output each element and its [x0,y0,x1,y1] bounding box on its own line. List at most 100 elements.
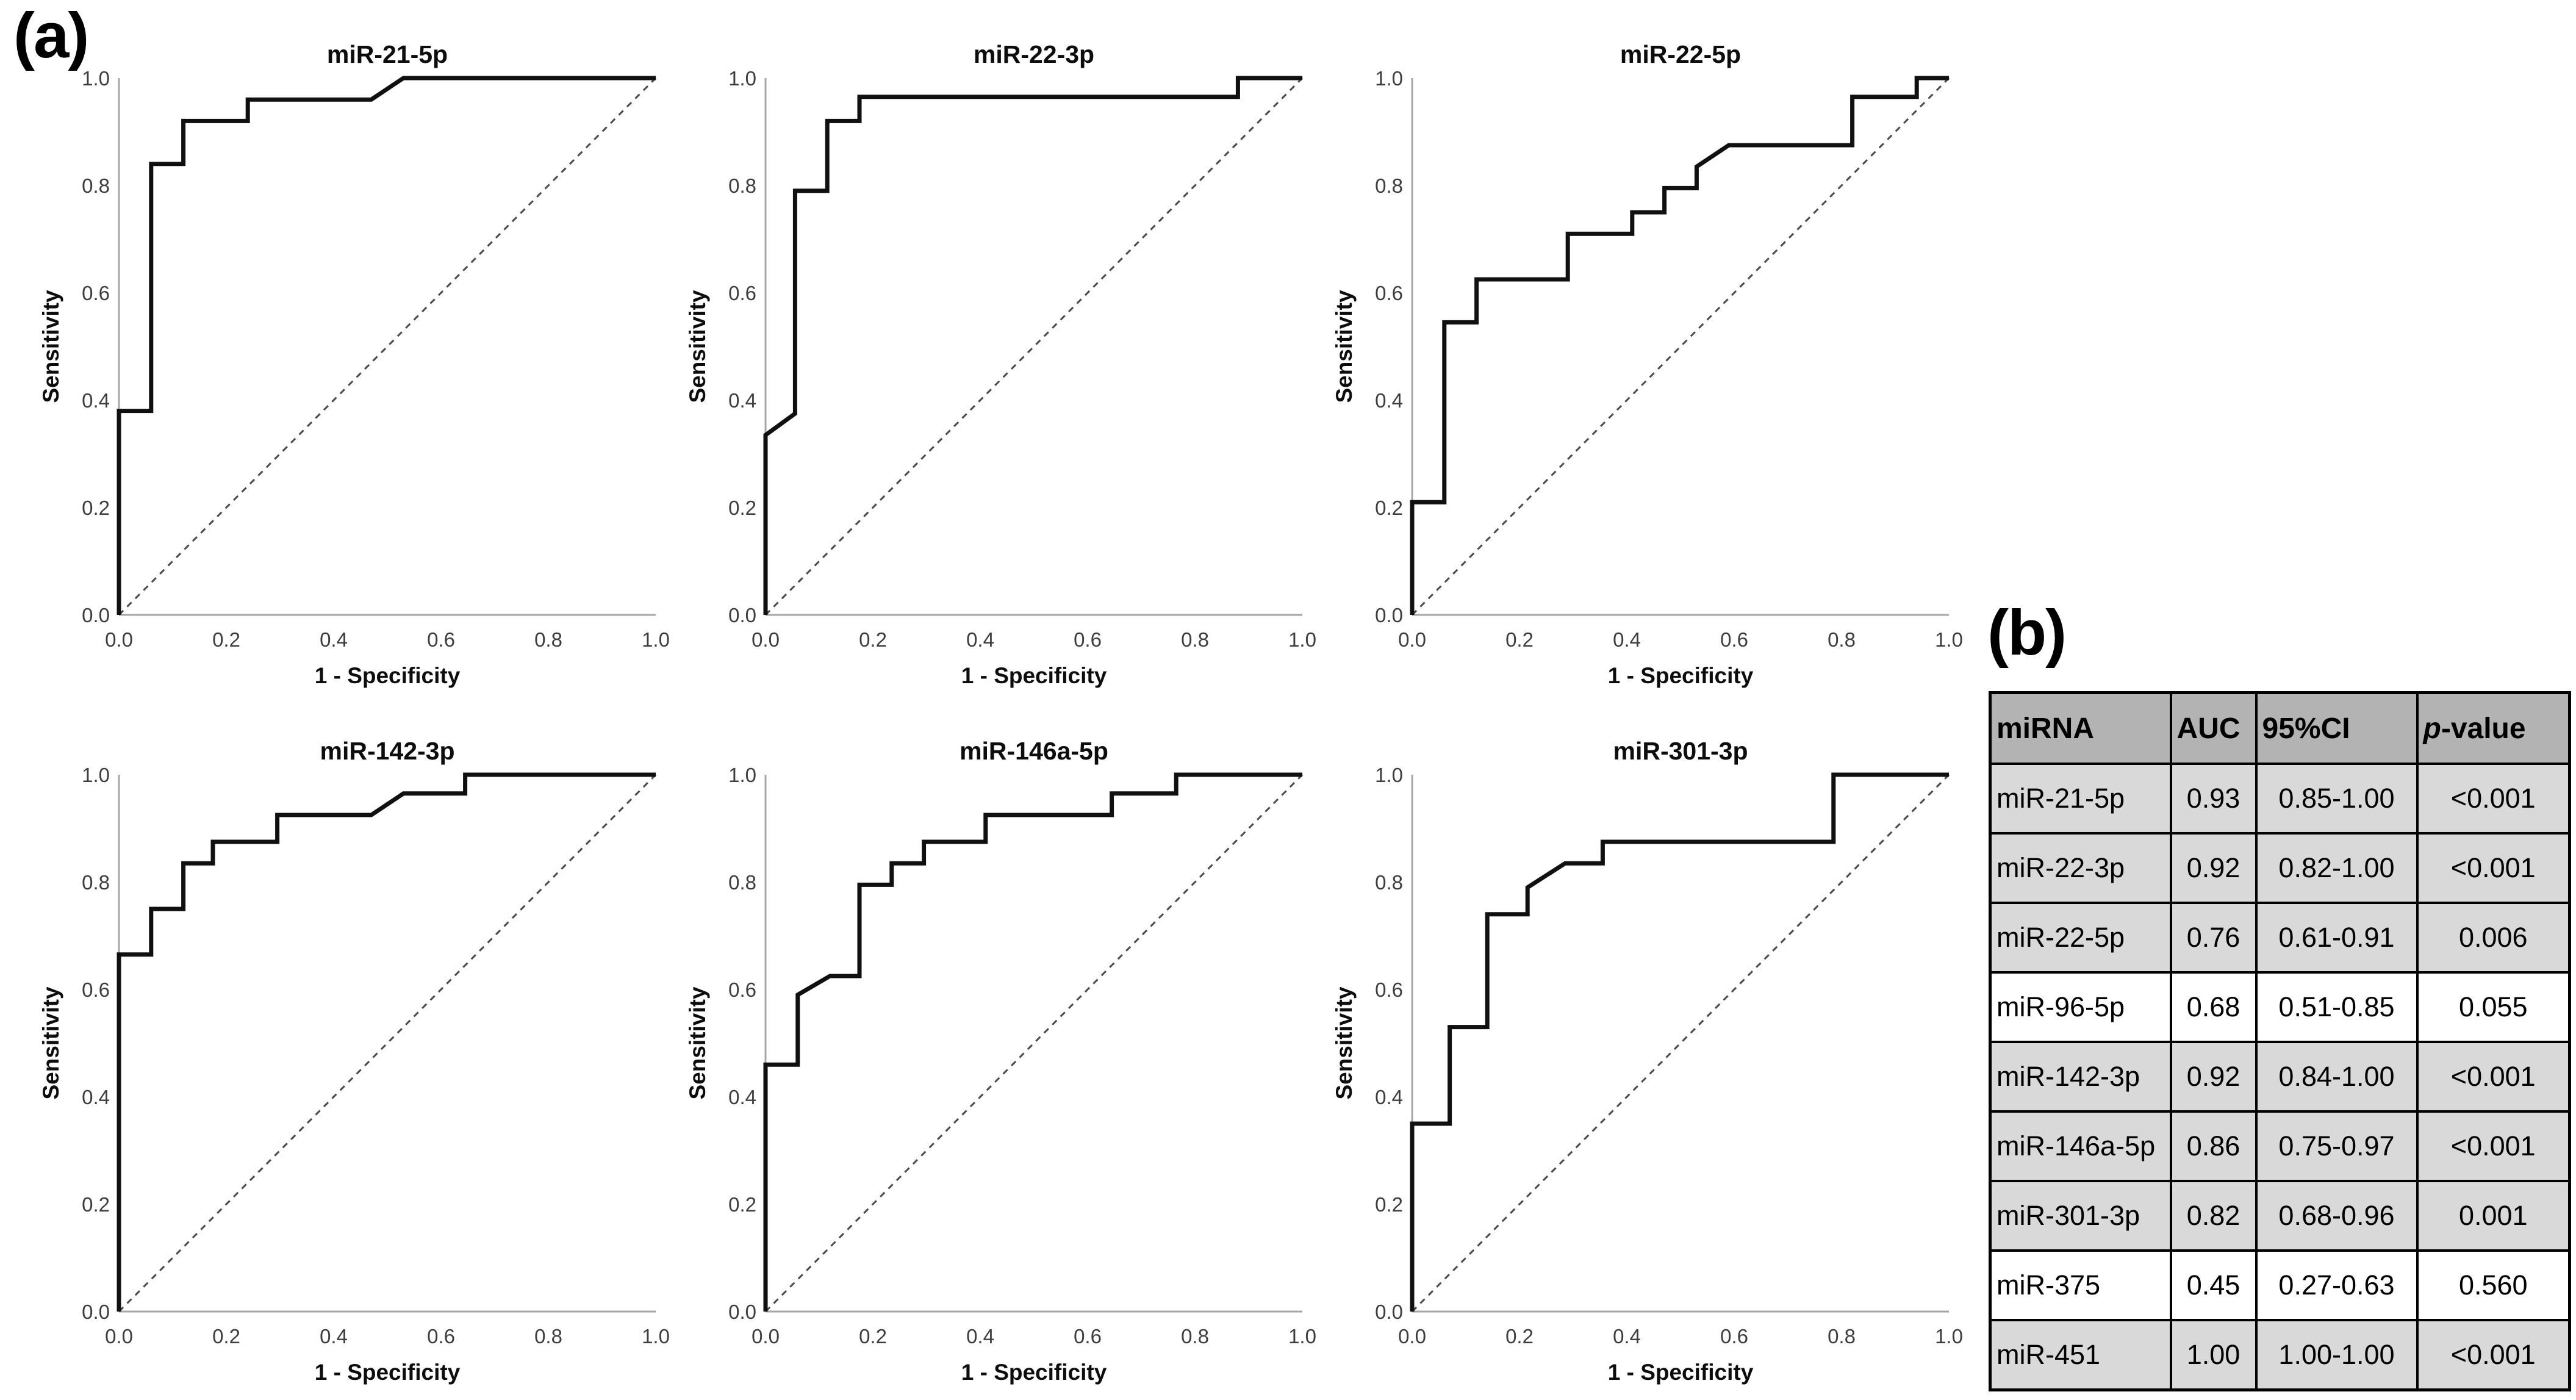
y-tick-label: 1.0 [82,67,110,90]
x-tick-label: 0.6 [427,628,455,651]
auc-cell: 0.82 [2169,1180,2258,1252]
table-row-mir-142-3p: miR-142-3p 0.92 0.84-1.00 <0.001 [1989,1041,2571,1113]
x-tick-label: 0.6 [1074,1325,1102,1348]
x-tick-label: 0.8 [1828,1325,1856,1348]
x-tick-label: 0.4 [1613,1325,1641,1348]
table-row-mir-21-5p: miR-21-5p 0.93 0.85-1.00 <0.001 [1989,763,2571,835]
y-tick-label: 0.8 [1375,174,1403,197]
y-axis-title: Sensitivity [1332,290,1357,403]
ci-cell: 0.84-1.00 [2255,1041,2419,1113]
table-header-auc: AUC [2169,691,2258,765]
x-tick-label: 0.0 [105,628,133,651]
x-tick-label: 0.2 [212,628,240,651]
x-tick-label: 0.0 [1398,628,1426,651]
mirna-cell: miR-21-5p [1989,763,2172,835]
x-tick-label: 0.4 [966,628,994,651]
x-tick-label: 1.0 [1935,628,1963,651]
auc-cell: 0.68 [2169,971,2258,1043]
x-tick-label: 0.8 [534,1325,562,1348]
x-tick-label: 0.0 [752,1325,780,1348]
x-axis-title: 1 - Specificity [1608,663,1754,688]
chance-diagonal [764,77,1304,616]
y-tick-label: 0.0 [82,1301,110,1323]
auc-cell: 0.76 [2169,902,2258,974]
chance-diagonal [118,774,657,1313]
y-tick-label: 0.8 [728,174,756,197]
chart-title: miR-142-3p [320,737,454,765]
x-tick-label: 0.2 [859,628,887,651]
auc-table-body: miR-21-5p 0.93 0.85-1.00 <0.001 miR-22-3p 0.9… [1989,763,2571,1391]
x-tick-label: 0.6 [1720,1325,1748,1348]
auc-cell: 0.92 [2169,1041,2258,1113]
mirna-cell: miR-142-3p [1989,1041,2172,1113]
p-value-cell: <0.001 [2416,763,2571,835]
y-tick-label: 0.0 [1375,1301,1403,1323]
mirna-cell: miR-22-3p [1989,832,2172,904]
chart-title: miR-22-3p [974,40,1094,68]
y-tick-label: 0.4 [728,389,756,412]
y-tick-label: 0.2 [1375,1193,1403,1216]
y-axis-title: Sensitivity [685,290,710,403]
table-header-95-ci: 95%CI [2255,691,2419,765]
table-header-mirna: miRNA [1989,691,2172,765]
y-tick-label: 0.4 [82,389,110,412]
auc-table: miRNA AUC 95%CI p-value miR-21-5p 0.93 0.85-1… [1989,691,2571,1391]
y-tick-label: 0.2 [1375,497,1403,519]
roc-curve [763,772,1302,1312]
mirna-cell: miR-375 [1989,1249,2172,1321]
x-axis-title: 1 - Specificity [315,663,461,688]
y-tick-label: 1.0 [1375,67,1403,90]
y-tick-label: 0.0 [1375,604,1403,626]
y-tick-label: 0.6 [1375,282,1403,304]
y-tick-label: 0.8 [82,174,110,197]
y-tick-label: 0.0 [728,1301,756,1323]
x-tick-label: 0.4 [966,1325,994,1348]
roc-chart-miR-22-3p: miR-22-3p 0.0 0.2 0.4 0.6 0.8 1.0 0.0 0.2 0.4 0.6 0… [685,40,1316,688]
y-axis-title: Sensitivity [38,986,63,1099]
ci-cell: 0.51-0.85 [2255,971,2419,1043]
x-tick-label: 1.0 [1288,628,1316,651]
x-tick-label: 0.6 [1074,628,1102,651]
y-tick-label: 0.2 [728,1193,756,1216]
panel-a-label: (a) [13,0,89,71]
chance-diagonal [118,77,657,616]
y-tick-label: 1.0 [82,764,110,786]
roc-curve [117,76,656,615]
x-tick-label: 0.8 [1181,1325,1209,1348]
auc-table-head-row: miRNA AUC 95%CI p-value [1989,691,2571,765]
chance-diagonal [764,774,1304,1313]
auc-cell: 0.86 [2169,1110,2258,1182]
y-tick-label: 0.2 [82,1193,110,1216]
y-axis-title: Sensitivity [1332,986,1357,1099]
y-tick-label: 0.6 [82,978,110,1001]
ci-cell: 0.61-0.91 [2255,902,2419,974]
p-value-cell: <0.001 [2416,832,2571,904]
x-tick-label: 1.0 [1288,1325,1316,1348]
x-tick-label: 0.4 [1613,628,1641,651]
table-row-mir-375: miR-375 0.45 0.27-0.63 0.560 [1989,1249,2571,1321]
p-value-cell: <0.001 [2416,1110,2571,1182]
x-tick-label: 0.0 [1398,1325,1426,1348]
mirna-cell: miR-96-5p [1989,971,2172,1043]
x-tick-label: 1.0 [642,628,670,651]
x-tick-label: 0.8 [534,628,562,651]
roc-curve [1410,76,1949,615]
x-tick-label: 0.4 [320,1325,348,1348]
roc-chart-miR-301-3p: miR-301-3p 0.0 0.2 0.4 0.6 0.8 1.0 0.0 0.2 0.4 0.6… [1332,737,1963,1385]
auc-cell: 0.92 [2169,832,2258,904]
chart-title: miR-301-3p [1613,737,1748,765]
x-tick-label: 0.6 [1720,628,1748,651]
ci-cell: 1.00-1.00 [2255,1319,2419,1391]
y-tick-label: 0.4 [1375,389,1403,412]
y-tick-label: 0.6 [82,282,110,304]
roc-curve [1410,772,1949,1312]
ci-cell: 0.75-0.97 [2255,1110,2419,1182]
y-axis-title: Sensitivity [685,986,710,1099]
x-axis-title: 1 - Specificity [961,663,1107,688]
x-axis-title: 1 - Specificity [961,1360,1107,1385]
y-tick-label: 0.8 [1375,871,1403,894]
y-tick-label: 0.0 [82,604,110,626]
auc-cell: 0.45 [2169,1249,2258,1321]
x-tick-label: 0.2 [212,1325,240,1348]
